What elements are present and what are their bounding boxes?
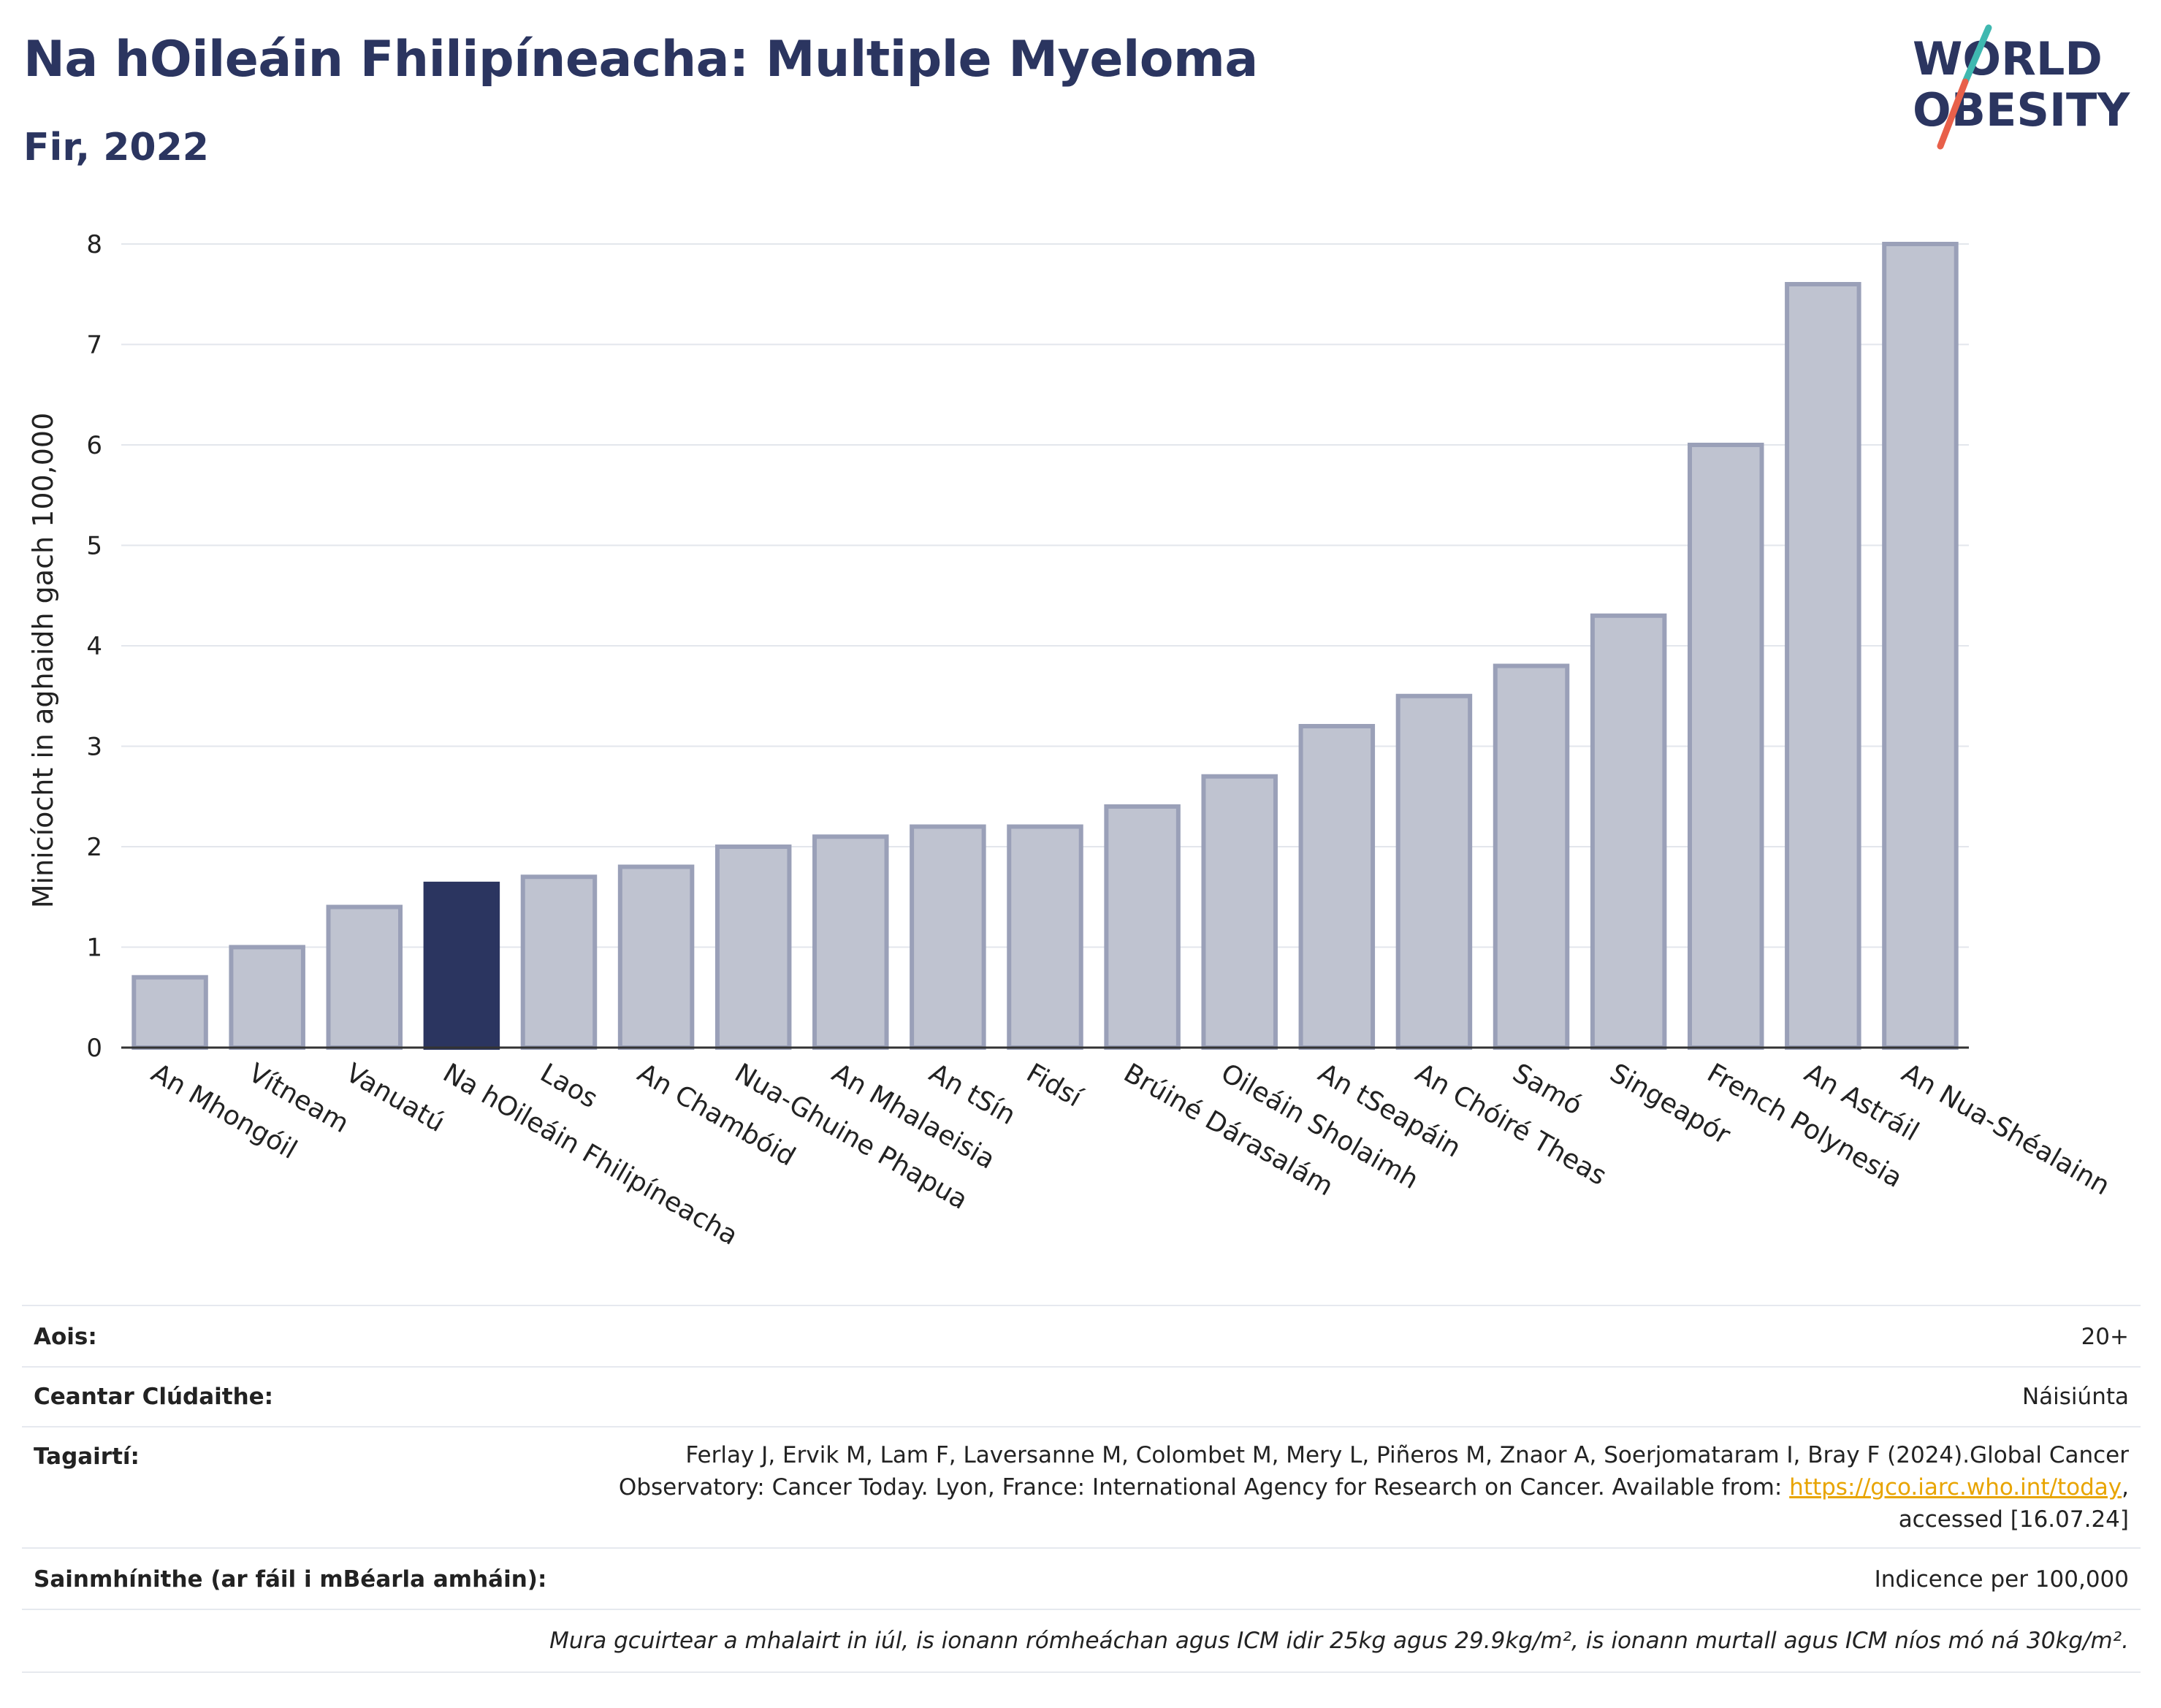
bar [1007,824,1083,1050]
bar [714,845,792,1050]
meta-row-references: Tagairtí: Ferlay J, Ervik M, Lam F, Lave… [22,1426,2141,1549]
world-obesity-logo: WORLD OBESITY [1913,24,2130,150]
x-tick-label: Vanuatú [340,1058,449,1138]
definitions-value: Indicence per 100,000 [1874,1566,2129,1593]
x-tick-label: Laos [535,1058,602,1114]
y-tick-label: 0 [86,1034,102,1063]
references-value: Ferlay J, Ervik M, Lam F, Laversanne M, … [522,1439,2129,1536]
coverage-label: Ceantar Clúdaithe: [34,1384,274,1410]
bar [1882,242,1959,1050]
references-line-1: Ferlay J, Ervik M, Lam F, Laversanne M, … [685,1442,2129,1468]
references-line-3: accessed [16.07.24] [1898,1506,2129,1533]
logo-slash-teal [1962,24,1992,85]
bar [812,834,889,1050]
references-line-2: Observatory: Cancer Today. Lyon, France:… [522,1471,2129,1503]
references-text: Observatory: Cancer Today. Lyon, France:… [618,1474,1790,1501]
bar [1395,693,1473,1050]
bar [1687,443,1764,1050]
bar [617,864,695,1050]
y-tick-label: 1 [86,934,102,963]
page-title: Na hOileáin Fhilipíneacha: Multiple Myel… [23,31,1258,88]
age-label: Aois: [34,1324,97,1350]
bar [1201,774,1278,1050]
references-label: Tagairtí: [34,1444,140,1470]
x-tick-label: Fidsí [1021,1058,1087,1113]
references-link[interactable]: https://gco.iarc.who.int/today [1789,1474,2122,1501]
bar [1298,724,1376,1050]
page-subtitle: Fir, 2022 [23,126,209,169]
y-tick-label: 2 [86,833,102,862]
logo-text-world: WORLD [1913,32,2103,85]
bar [1493,663,1570,1050]
meta-row-note: Mura gcuirtear a mhalairt in iúl, is ion… [22,1609,2141,1673]
bar [1785,282,1861,1050]
bar [1104,804,1181,1050]
bar [229,945,305,1050]
bar [910,824,986,1050]
note-text: Mura gcuirtear a mhalairt in iúl, is ion… [549,1628,2129,1654]
meta-row-age: Aois: 20+ [22,1305,2141,1368]
bar [520,874,598,1050]
age-value: 20+ [2081,1324,2129,1350]
bar [423,881,500,1050]
bar [132,975,208,1050]
logo-slash-red [1937,78,1969,150]
y-tick-label: 3 [86,733,102,762]
y-tick-label: 8 [86,230,102,259]
y-axis-label: Minicíocht in aghaidh gach 100,000 [27,413,59,909]
bar [326,904,403,1050]
definitions-label: Sainmhínithe (ar fáil i mBéarla amháin): [34,1566,547,1593]
references-comma: , [2122,1474,2129,1501]
y-tick-label: 4 [86,632,102,661]
y-tick-label: 7 [86,331,102,360]
bar-chart: 0 1 2 3 4 5 6 7 8 Minicíocht in aghaidh gach 100,… [27,230,2115,1251]
coverage-value: Náisiúnta [2021,1384,2129,1410]
meta-row-definitions: Sainmhínithe (ar fáil i mBéarla amháin):… [22,1547,2141,1610]
meta-row-coverage: Ceantar Clúdaithe: Náisiúnta [22,1366,2141,1427]
x-tick-label: An Nua-Shéalainn [1897,1058,2115,1201]
bar [1590,613,1667,1050]
y-tick-label: 6 [86,431,102,460]
y-tick-label: 5 [86,532,102,561]
